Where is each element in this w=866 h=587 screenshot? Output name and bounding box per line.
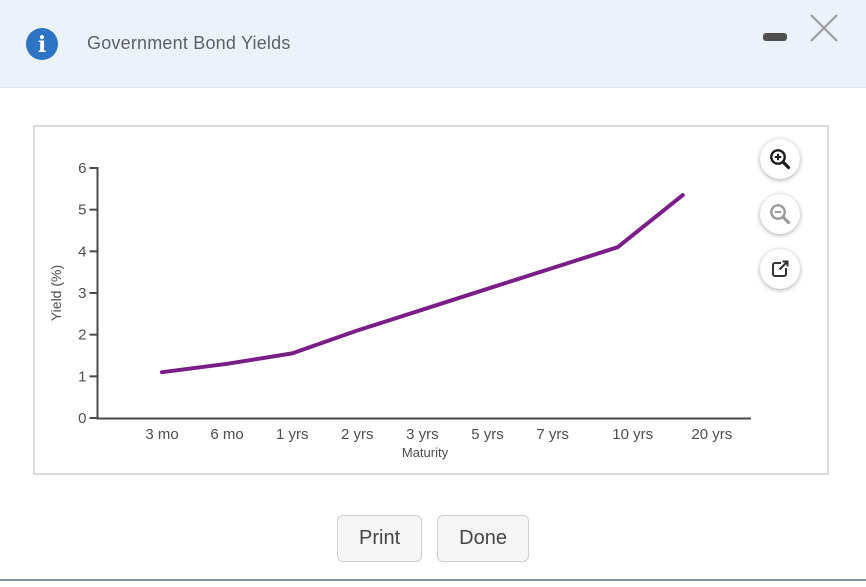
- svg-text:3: 3: [78, 285, 86, 302]
- svg-text:10 yrs: 10 yrs: [612, 426, 653, 443]
- open-external-icon: [772, 260, 789, 277]
- svg-text:5: 5: [78, 202, 86, 219]
- svg-text:3 yrs: 3 yrs: [406, 426, 439, 443]
- footer-actions: Print Done: [0, 515, 866, 562]
- svg-text:1 yrs: 1 yrs: [276, 426, 309, 443]
- svg-text:0: 0: [78, 410, 86, 427]
- svg-text:20 yrs: 20 yrs: [691, 426, 732, 443]
- dialog-title: Government Bond Yields: [87, 33, 291, 53]
- chart-panel: 0 1 2 3 4 5 6 Yield (%) 3 mo 6 mo 1 yrs 2 yrs 3 yrs 5…: [33, 125, 829, 475]
- minimize-icon: [763, 33, 787, 41]
- svg-text:2 yrs: 2 yrs: [341, 426, 374, 443]
- svg-text:5 yrs: 5 yrs: [471, 426, 504, 443]
- svg-text:3 mo: 3 mo: [145, 426, 178, 443]
- print-button[interactable]: Print: [337, 515, 423, 562]
- zoom-out-button[interactable]: [760, 194, 800, 234]
- close-icon: [810, 14, 838, 42]
- minimize-button[interactable]: [757, 25, 793, 49]
- zoom-in-icon: [770, 149, 791, 170]
- bond-yield-chart: 0 1 2 3 4 5 6 Yield (%) 3 mo 6 mo 1 yrs 2 yrs 3 yrs 5…: [48, 160, 751, 460]
- window-bottom-edge: [0, 579, 866, 581]
- zoom-in-button[interactable]: [760, 139, 800, 179]
- svg-text:6 mo: 6 mo: [210, 426, 243, 443]
- svg-text:1: 1: [78, 368, 86, 385]
- svg-text:2: 2: [78, 327, 86, 344]
- zoom-out-icon: [770, 204, 791, 225]
- svg-text:i: i: [38, 32, 46, 58]
- svg-text:Yield (%): Yield (%): [48, 265, 64, 321]
- svg-text:4: 4: [78, 243, 86, 260]
- svg-text:Maturity: Maturity: [402, 445, 449, 460]
- close-button[interactable]: [806, 10, 842, 46]
- svg-text:6: 6: [78, 160, 86, 177]
- info-icon: i: [26, 27, 58, 60]
- done-button[interactable]: Done: [437, 515, 529, 562]
- svg-text:7 yrs: 7 yrs: [536, 426, 569, 443]
- dialog-header: i Government Bond Yields: [0, 0, 866, 88]
- open-external-button[interactable]: [760, 249, 800, 289]
